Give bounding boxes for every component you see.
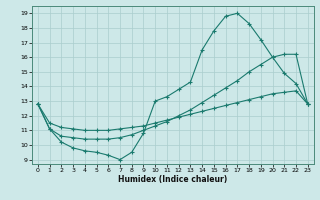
X-axis label: Humidex (Indice chaleur): Humidex (Indice chaleur) bbox=[118, 175, 228, 184]
